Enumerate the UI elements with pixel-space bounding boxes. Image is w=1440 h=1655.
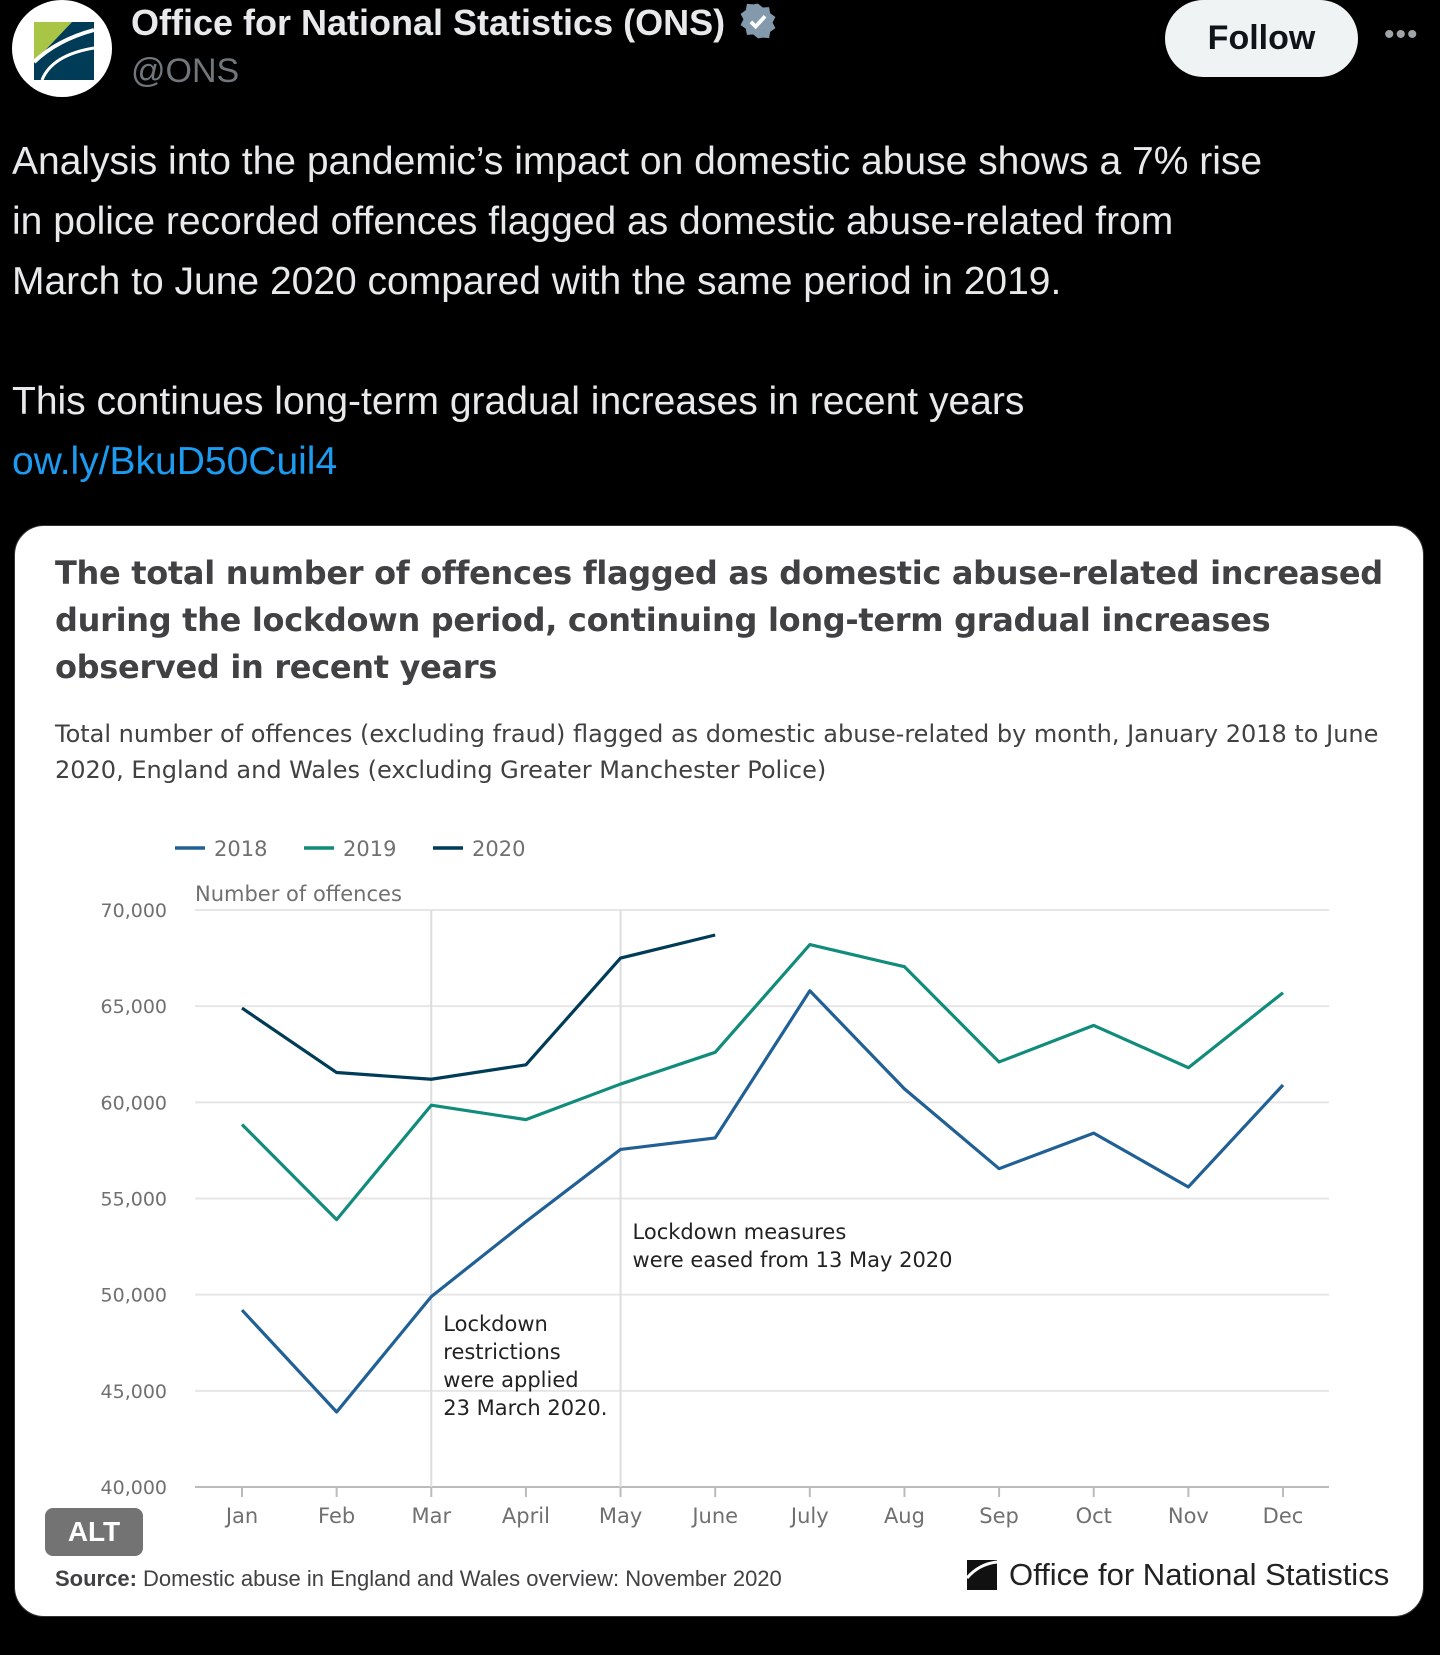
chart-title: The total number of offences flagged as … [55,554,1383,686]
y-tick-label: 45,000 [101,1381,167,1403]
annotation-text: Lockdown measures [633,1220,847,1244]
x-tick-label: Dec [1263,1504,1304,1528]
x-tick-label: April [502,1504,550,1528]
series-line-2018 [240,989,1285,1414]
series-line-2019 [240,943,1284,1222]
tweet-text: Analysis into the pandemic’s impact on d… [12,132,1432,492]
chart-image-card[interactable]: The total number of offences flagged as … [14,525,1424,1617]
x-tick-label: July [789,1504,829,1528]
annotation-text: restrictions [443,1340,560,1364]
legend-label: 2020 [472,837,525,861]
tweet-line: March to June 2020 compared with the sam… [12,260,1062,303]
alt-badge[interactable]: ALT [45,1508,143,1556]
x-tick-label: Jan [224,1504,258,1528]
more-options-icon[interactable]: ••• [1384,18,1419,51]
x-tick-label: May [599,1504,642,1528]
tweet-line: Analysis into the pandemic’s impact on d… [12,140,1263,183]
y-tick-label: 40,000 [101,1477,167,1499]
tweet-line: This continues long-term gradual increas… [12,380,1025,423]
x-tick-label: Feb [318,1504,355,1528]
chart-source: Source: Domestic abuse in England and Wa… [55,1566,782,1591]
line-chart: 70,000 65,000 60,000 55,000 50,000 45,000 40,0… [101,837,1329,1528]
legend-label: 2019 [343,837,396,861]
author-handle[interactable]: @ONS [131,52,240,90]
ons-mark-icon [965,1560,998,1590]
author-name[interactable]: Office for National Statistics (ONS) [131,2,777,44]
annotation-text: were eased from 13 May 2020 [633,1248,953,1272]
chart-subtitle: Total number of offences (excluding frau… [55,720,1379,784]
x-tick-label: Aug [884,1504,925,1528]
verified-badge-icon [740,3,776,39]
tweet-line: in police recorded offences flagged as d… [12,200,1174,243]
ons-logo-icon [32,22,95,81]
y-tick-label: 65,000 [101,996,167,1018]
annotation-text: were applied [443,1368,578,1392]
tweet-link[interactable]: ow.ly/BkuD50Cuil4 [12,440,338,483]
x-tick-label: June [690,1504,738,1528]
x-tick-label: Sep [979,1504,1019,1528]
legend-label: 2018 [214,837,267,861]
x-tick-label: Oct [1076,1504,1112,1528]
y-tick-label: 70,000 [101,900,167,922]
x-tick-label: Nov [1168,1504,1209,1528]
y-tick-label: 60,000 [101,1092,167,1114]
y-axis-label: Number of offences [195,882,402,906]
y-tick-label: 50,000 [101,1285,167,1307]
x-tick-label: Mar [411,1504,451,1528]
annotation-text: 23 March 2020. [443,1396,607,1420]
follow-button[interactable]: Follow [1165,0,1358,77]
ons-footer-logo: Office for National Statistics [963,1556,1389,1594]
y-tick-label: 55,000 [101,1189,167,1211]
series-line-2020 [241,933,716,1081]
annotation-text: Lockdown [443,1312,548,1336]
avatar[interactable] [12,0,112,97]
